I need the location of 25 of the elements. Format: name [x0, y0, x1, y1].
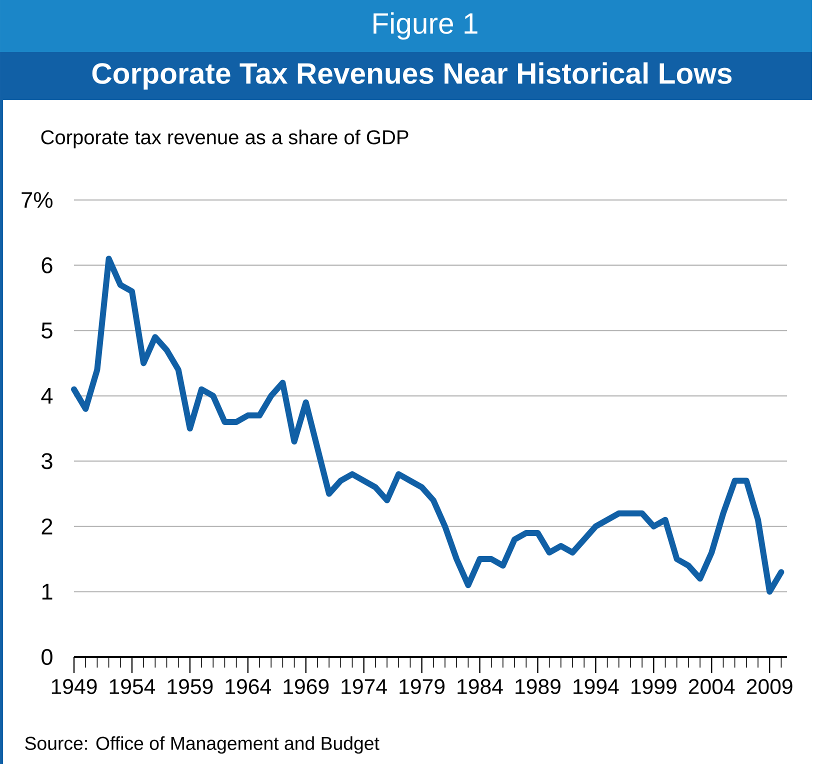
y-axis-title: Corporate tax revenue as a share of GDP [41, 130, 408, 148]
x-tick-label: 1959 [168, 679, 213, 694]
x-tick-label: 1969 [284, 679, 329, 694]
y-tick-label: 4 [41, 388, 53, 404]
caption: Figure 1 [374, 12, 478, 40]
y-tick-label: 2 [42, 518, 52, 534]
x-tick-label: 1949 [52, 679, 97, 694]
chart-title: Corporate Tax Revenues Near Historical Lows [92, 62, 732, 90]
y-tick-label: 6 [42, 257, 52, 274]
y-tick-label: 3 [42, 453, 52, 470]
x-tick-label: 1994 [574, 679, 619, 694]
x-tick-label: 2009 [746, 679, 792, 694]
x-tick-label: 1999 [632, 679, 676, 694]
x-tick-label: 1984 [458, 679, 503, 694]
x-tick-label: 1979 [400, 679, 445, 694]
x-tick-label: 1989 [516, 679, 560, 694]
y-tick-label: 7% [22, 192, 52, 208]
source-note: Source: Office of Management and Budget [25, 736, 380, 754]
x-tick-label: 1974 [342, 679, 387, 694]
x-tick-label: 1964 [226, 679, 271, 694]
x-tick-label: 1954 [110, 679, 156, 694]
x-tick-label: 2004 [688, 679, 735, 694]
y-tick-label: 1 [42, 584, 52, 600]
y-tick-label: 5 [42, 322, 52, 338]
y-tick-label: 0 [42, 648, 52, 666]
